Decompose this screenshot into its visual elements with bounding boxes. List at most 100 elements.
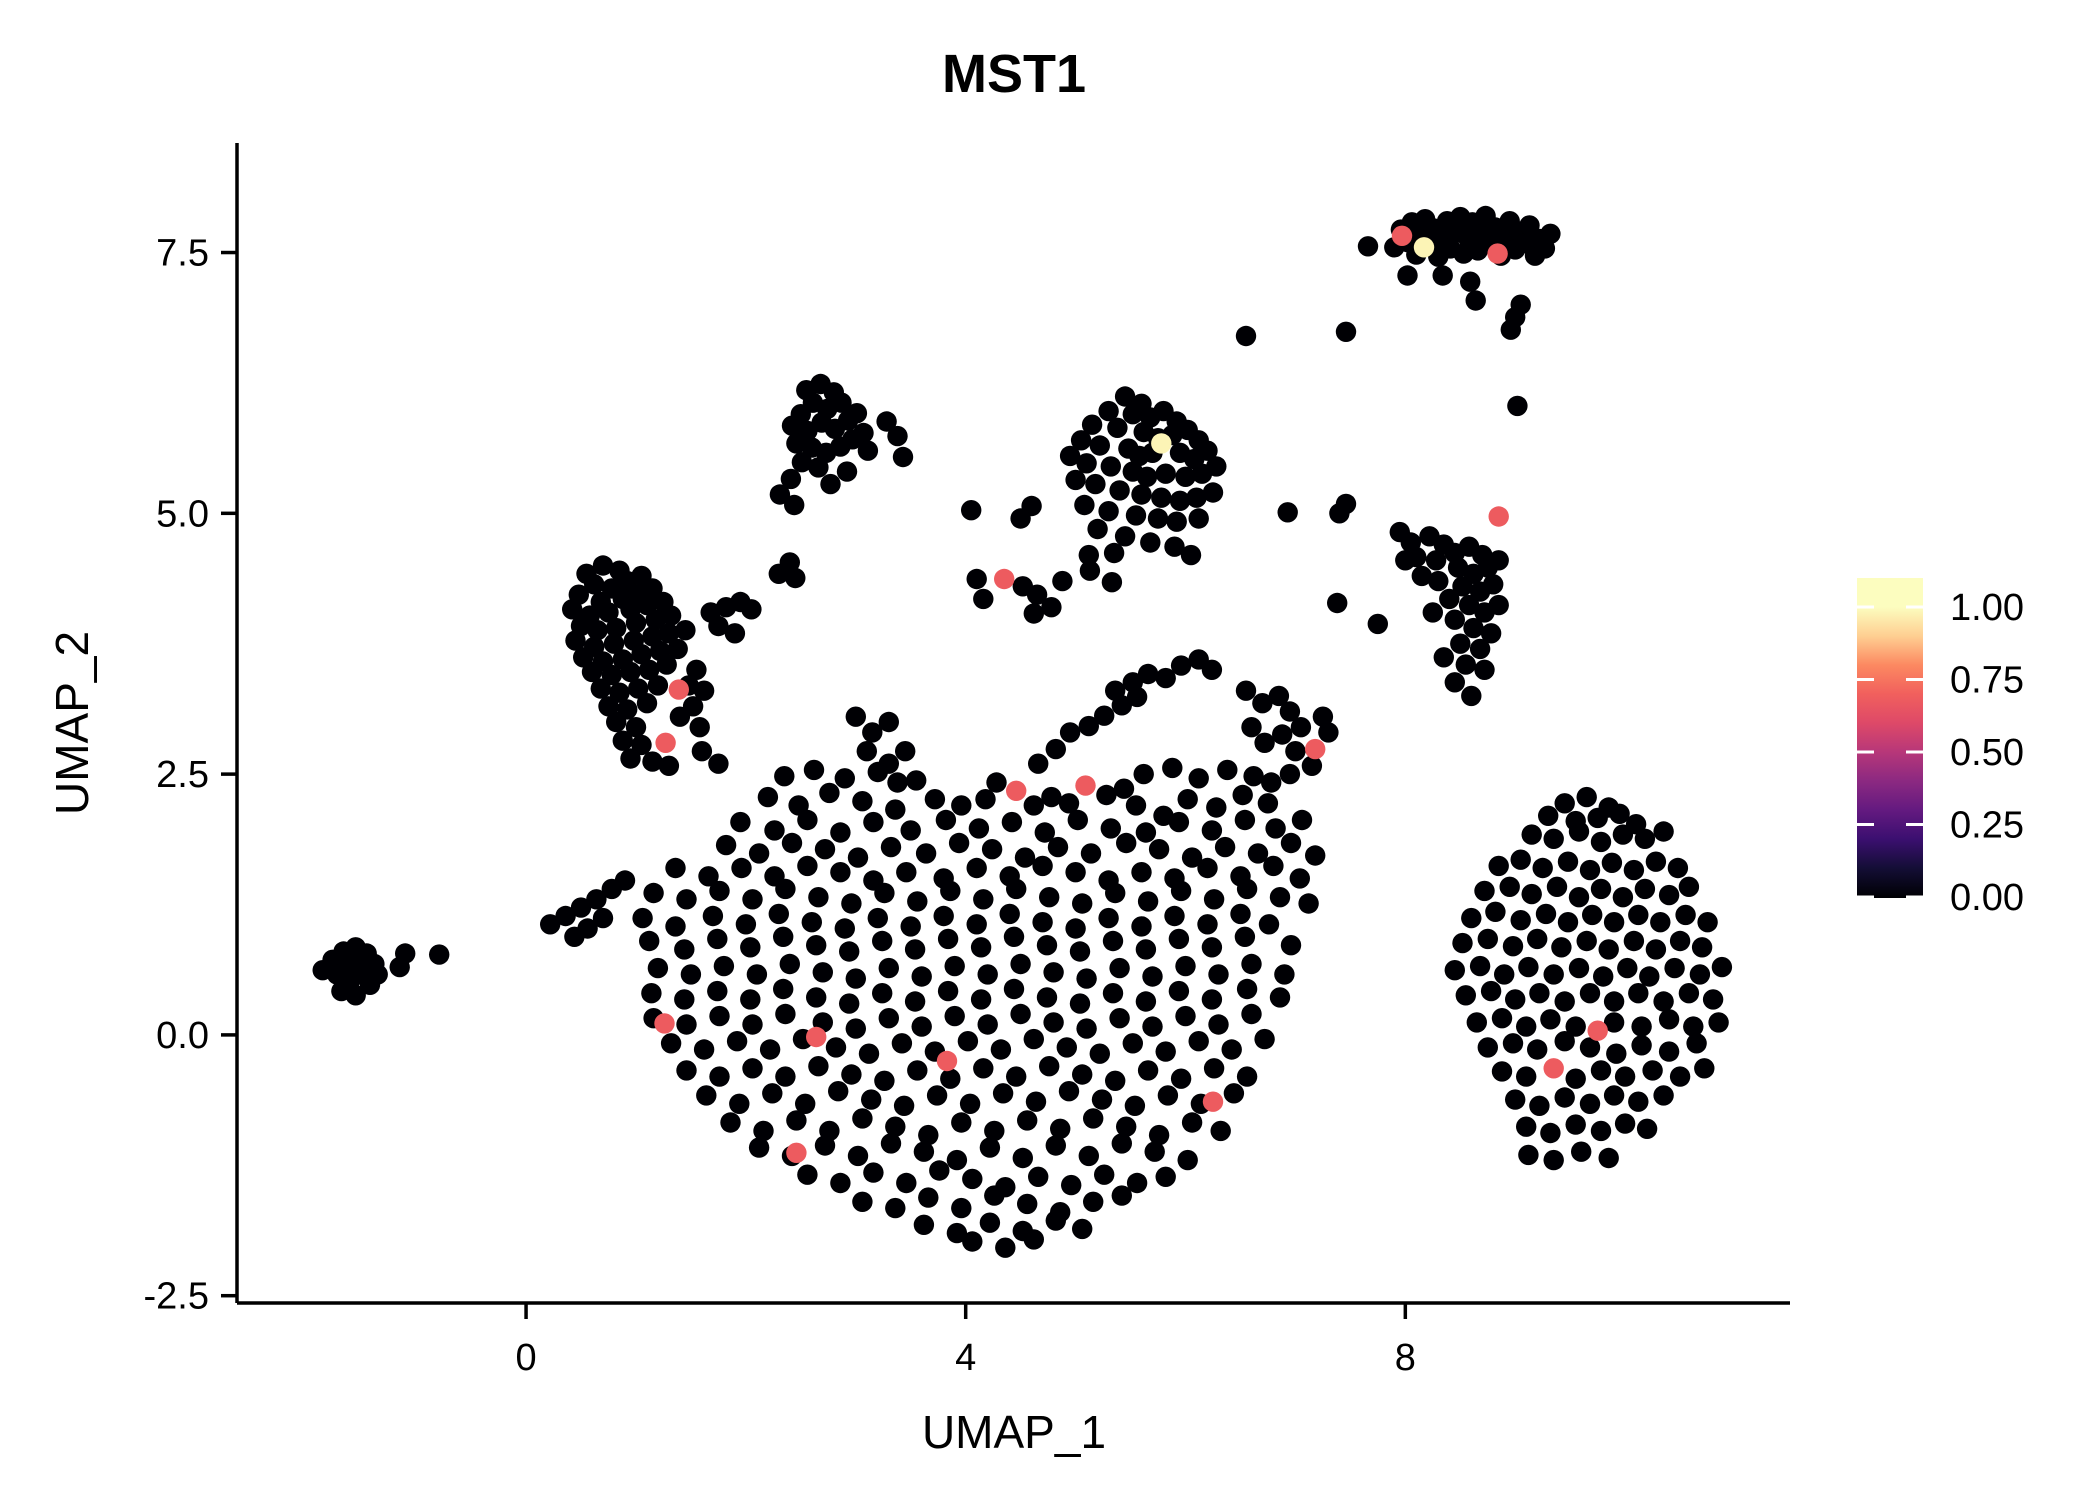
scatter-point — [1488, 550, 1509, 571]
scatter-point — [660, 1033, 682, 1054]
scatter-point — [1102, 983, 1124, 1004]
scatter-point — [880, 1133, 902, 1154]
scatter-point — [1186, 487, 1207, 508]
scatter-point — [1181, 847, 1203, 868]
scatter-point — [1480, 980, 1502, 1002]
scatter-point — [1153, 805, 1174, 826]
scatter-point — [951, 795, 972, 816]
scatter-point — [825, 1037, 847, 1058]
scatter-point — [708, 615, 729, 637]
scatter-point — [1691, 937, 1713, 958]
scatter-point — [1538, 805, 1559, 826]
scatter-point — [966, 857, 987, 879]
scatter-point — [1235, 680, 1257, 701]
scatter-point — [590, 678, 611, 699]
scatter-point — [1094, 705, 1115, 726]
scatter-point — [1105, 680, 1126, 701]
scatter-point — [1241, 1003, 1262, 1025]
scatter-point — [819, 782, 840, 804]
scatter-point — [676, 889, 697, 910]
scatter-point — [1162, 757, 1183, 779]
y-tick-label: -2.5 — [144, 1276, 209, 1318]
scatter-point — [1491, 1061, 1513, 1082]
scatter-point — [1089, 435, 1111, 456]
scatter-point — [748, 1137, 770, 1158]
scatter-point — [915, 843, 937, 864]
scatter-point — [1669, 930, 1691, 952]
scatter-point — [957, 1031, 979, 1052]
scatter-point — [1579, 983, 1601, 1004]
scatter-point — [1131, 862, 1152, 883]
scatter-point — [731, 857, 752, 879]
scatter-point — [693, 1039, 715, 1060]
scatter-point — [846, 403, 868, 424]
scatter-point — [784, 494, 805, 516]
scatter-point — [900, 820, 921, 841]
colorbar-tick-label: 1.00 — [1950, 587, 2024, 629]
scatter-point — [764, 820, 785, 841]
scatter-point — [1576, 930, 1597, 952]
scatter-point — [1461, 685, 1482, 707]
scatter-point — [885, 1197, 906, 1219]
scatter-point — [1065, 469, 1086, 491]
scatter-point — [1529, 1095, 1550, 1117]
scatter-point — [1439, 588, 1460, 610]
scatter-point — [1142, 1016, 1163, 1037]
scatter-point — [1075, 775, 1096, 796]
scatter-point — [1036, 987, 1058, 1008]
scatter-point — [1477, 1037, 1499, 1058]
scatter-point — [1708, 1012, 1729, 1033]
scatter-point — [975, 789, 996, 810]
scatter-point — [911, 966, 932, 987]
scatter-point — [885, 799, 906, 820]
scatter-point — [1312, 706, 1334, 727]
scatter-point — [984, 1120, 1005, 1142]
scatter-point — [1043, 1012, 1064, 1033]
scatter-point — [1047, 836, 1069, 858]
scatter-point — [959, 1093, 981, 1115]
colorbar-tick-label: 0.00 — [1950, 877, 2024, 919]
scatter-point — [1203, 889, 1225, 910]
scatter-points-layer — [312, 205, 1733, 1258]
scatter-point — [1546, 876, 1568, 897]
scatter-point — [1168, 980, 1190, 1002]
scatter-point — [1609, 803, 1630, 824]
scatter-point — [1003, 926, 1025, 947]
scatter-point — [642, 751, 663, 772]
scatter-point — [895, 741, 916, 762]
y-tick-label: 5.0 — [156, 493, 209, 535]
scatter-point — [1500, 319, 1522, 340]
scatter-point — [857, 440, 879, 461]
scatter-point — [1543, 1058, 1564, 1079]
scatter-point — [1076, 1018, 1097, 1039]
scatter-point — [1076, 968, 1097, 989]
scatter-point — [1206, 456, 1227, 477]
scatter-point — [1590, 1060, 1612, 1081]
scatter-point — [1103, 542, 1125, 564]
scatter-point — [741, 599, 762, 620]
scatter-point — [973, 1058, 994, 1079]
scatter-point — [814, 839, 836, 860]
scatter-point — [1554, 1031, 1575, 1052]
scatter-point — [773, 978, 794, 1000]
scatter-point — [820, 473, 841, 495]
scatter-point — [1269, 887, 1291, 908]
scatter-point — [1367, 613, 1389, 635]
scatter-point — [1488, 594, 1509, 616]
scatter-point — [1634, 828, 1656, 849]
scatter-point — [1078, 1145, 1100, 1167]
scatter-point — [918, 1187, 939, 1208]
scatter-point — [1181, 1112, 1203, 1133]
scatter-point — [1169, 490, 1191, 511]
scatter-point — [1023, 795, 1044, 816]
y-tick-label: 0.0 — [156, 1015, 209, 1057]
scatter-point — [1603, 1085, 1625, 1106]
scatter-point — [1210, 1120, 1231, 1142]
scatter-point — [632, 907, 653, 929]
scatter-point — [878, 957, 899, 979]
scatter-point — [1667, 857, 1689, 879]
scatter-point — [1214, 836, 1236, 858]
scatter-point — [896, 1172, 917, 1194]
scatter-point — [1554, 1087, 1575, 1108]
scatter-point — [1157, 1085, 1179, 1106]
